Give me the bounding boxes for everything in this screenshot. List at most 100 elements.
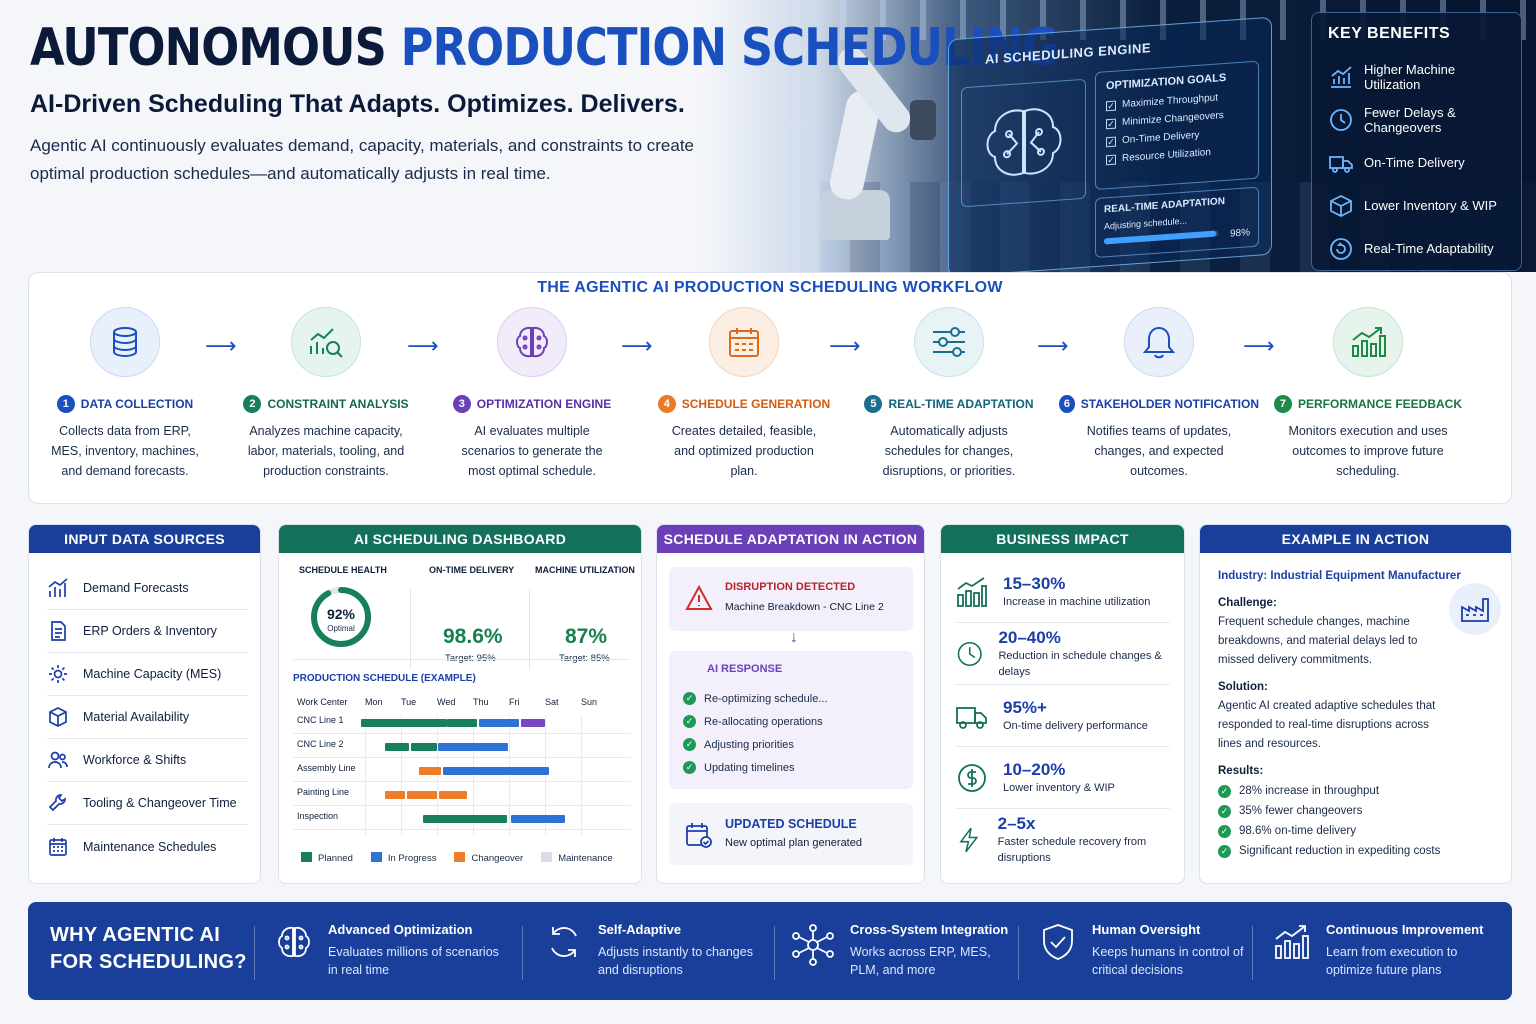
why-agentic-ai-banner: WHY AGENTIC AI FOR SCHEDULING? Advanced O…	[28, 902, 1512, 1000]
workflow-title: THE AGENTIC AI PRODUCTION SCHEDULING WOR…	[537, 279, 1003, 296]
check-circle-icon: ✓	[1218, 824, 1231, 838]
workflow-step-real-time-adaptation: 5 REAL-TIME ADAPTATION Automatically adju…	[849, 307, 1049, 481]
gear-icon	[49, 665, 67, 683]
day-label: Tue	[401, 697, 417, 707]
svg-text:92%: 92%	[327, 606, 356, 622]
day-label: Mon	[365, 697, 383, 707]
warning-icon	[685, 585, 713, 610]
goal-item: ✓ On-Time Delivery	[1106, 129, 1200, 147]
truck-icon	[1329, 155, 1353, 173]
work-center-label: Inspection	[297, 811, 339, 821]
day-label: Sun	[581, 697, 598, 707]
factory-icon	[1449, 583, 1501, 635]
cycle-arrows-icon	[551, 927, 577, 957]
check-circle-icon: ✓	[683, 738, 696, 751]
chart-up-icon	[1275, 925, 1309, 959]
updated-schedule-box: UPDATED SCHEDULE New optimal plan genera…	[669, 803, 913, 865]
why-item: Cross-System Integration Works across ERP…	[790, 922, 1010, 979]
check-icon: ✓	[1106, 100, 1116, 111]
arrow-icon: ⟶	[621, 333, 653, 358]
input-source-item: Maintenance Schedules	[47, 825, 248, 868]
impact-item: 95%+ On-time delivery performance	[955, 685, 1170, 747]
day-label: Thu	[473, 697, 489, 707]
impact-item: 2–5x Faster schedule recovery from disrup…	[955, 809, 1170, 871]
result-item: ✓ 35% fewer changeovers	[1218, 801, 1493, 821]
workflow-step-data-collection: 1 DATA COLLECTION Collects data from ERP,…	[25, 307, 225, 481]
benefit-item: Lower Inventory & WIP	[1328, 184, 1505, 227]
gantt-bar	[521, 719, 545, 727]
schedule-title: PRODUCTION SCHEDULE (EXAMPLE)	[293, 673, 476, 684]
gantt-bar	[419, 767, 441, 775]
optimization-goals: OPTIMIZATION GOALS ✓ Maximize Throughput …	[1095, 60, 1259, 191]
calendar-icon	[709, 307, 779, 377]
industry-label: Industry: Industrial Equipment Manufactu…	[1218, 570, 1461, 582]
input-source-item: Machine Capacity (MES)	[47, 653, 248, 696]
document-icon	[51, 621, 66, 641]
truck-icon	[956, 706, 987, 729]
input-source-item: Material Availability	[47, 696, 248, 739]
gantt-bar	[511, 815, 565, 823]
calendar-check-icon	[686, 823, 712, 848]
impact-item: 15–30% Increase in machine utilization	[955, 561, 1170, 623]
robot-arm-image	[790, 20, 950, 240]
benefit-item: Real-Time Adaptability	[1328, 227, 1505, 270]
business-impact-panel: BUSINESS IMPACT 15–30% Increase in machin…	[940, 524, 1185, 884]
work-center-label: CNC Line 2	[297, 739, 344, 749]
page-subtitle: AI-Driven Scheduling That Adapts. Optimi…	[30, 90, 685, 118]
hero-section: AUTONOMOUS PRODUCTION SCHEDULING AI-Driv…	[0, 0, 1536, 272]
why-item: Self-Adaptive Adjusts instantly to change…	[544, 922, 758, 979]
impact-item: 20–40% Reduction in schedule changes & de…	[955, 623, 1170, 685]
ai-response-item: ✓ Re-allocating operations	[683, 710, 913, 733]
clock-icon	[1330, 108, 1352, 131]
chart-search-icon	[291, 307, 361, 377]
why-title: WHY AGENTIC AI FOR SCHEDULING?	[50, 924, 247, 973]
work-center-label: Assembly Line	[297, 763, 356, 773]
workflow-section: THE AGENTIC AI PRODUCTION SCHEDULING WOR…	[28, 272, 1512, 504]
brain-icon	[278, 926, 310, 958]
adaptation-progress-bar	[1104, 230, 1218, 245]
input-source-item: Workforce & Shifts	[47, 739, 248, 782]
work-center-label: CNC Line 1	[297, 715, 344, 725]
result-item: ✓ 98.6% on-time delivery	[1218, 821, 1493, 841]
gantt-bar	[385, 791, 405, 799]
bell-icon	[1124, 307, 1194, 377]
page-title: AUTONOMOUS PRODUCTION SCHEDULING	[30, 18, 1059, 78]
day-label: Wed	[437, 697, 456, 707]
bar-chart-up-icon	[957, 576, 987, 607]
input-data-sources-panel: INPUT DATA SOURCES Demand Forecasts ERP …	[28, 524, 261, 884]
refresh-icon	[1330, 237, 1352, 260]
gantt-bar	[385, 743, 409, 751]
database-icon	[90, 307, 160, 377]
key-benefits-panel: KEY BENEFITS Higher Machine Utilization …	[1311, 12, 1522, 271]
why-item: Continuous Improvement Learn from executi…	[1272, 922, 1506, 979]
check-circle-icon: ✓	[683, 761, 696, 774]
gantt-legend: Planned In Progress Changeover Maintenan…	[301, 852, 613, 864]
workflow-step-constraint-analysis: 2 CONSTRAINT ANALYSIS Analyzes machine ca…	[226, 307, 426, 481]
lightning-icon	[959, 827, 979, 853]
shield-check-icon	[1043, 924, 1073, 960]
check-icon: ✓	[1106, 154, 1116, 165]
chart-up-icon	[1331, 65, 1352, 88]
arrow-icon: ⟶	[829, 333, 861, 358]
gantt-bar	[411, 743, 437, 751]
schedule-health-gauge: 92% Optimal	[311, 587, 371, 647]
gantt-bar	[479, 719, 519, 727]
goal-item: ✓ Maximize Throughput	[1106, 92, 1218, 111]
check-icon: ✓	[1106, 118, 1116, 129]
gantt-bar	[447, 719, 477, 727]
why-item: Human Oversight Keeps humans in control o…	[1038, 922, 1252, 979]
arrow-icon: ⟶	[407, 333, 439, 358]
benefit-item: On-Time Delivery	[1328, 141, 1505, 184]
arrow-icon: ⟶	[1037, 333, 1069, 358]
ai-response-box: AI RESPONSE ✓ Re-optimizing schedule... ✓…	[669, 651, 913, 789]
brain-icon	[961, 78, 1086, 208]
sliders-icon	[914, 307, 984, 377]
day-label: Fri	[509, 697, 520, 707]
impact-item: 10–20% Lower inventory & WIP	[955, 747, 1170, 809]
ai-response-item: ✓ Updating timelines	[683, 756, 913, 779]
ai-response-item: ✓ Adjusting priorities	[683, 733, 913, 756]
goal-item: ✓ Minimize Changeovers	[1106, 110, 1224, 129]
workflow-step-schedule-generation: 4 SCHEDULE GENERATION Creates detailed, f…	[644, 307, 844, 481]
goal-item: ✓ Resource Utilization	[1106, 146, 1211, 165]
clock-icon	[957, 641, 982, 666]
